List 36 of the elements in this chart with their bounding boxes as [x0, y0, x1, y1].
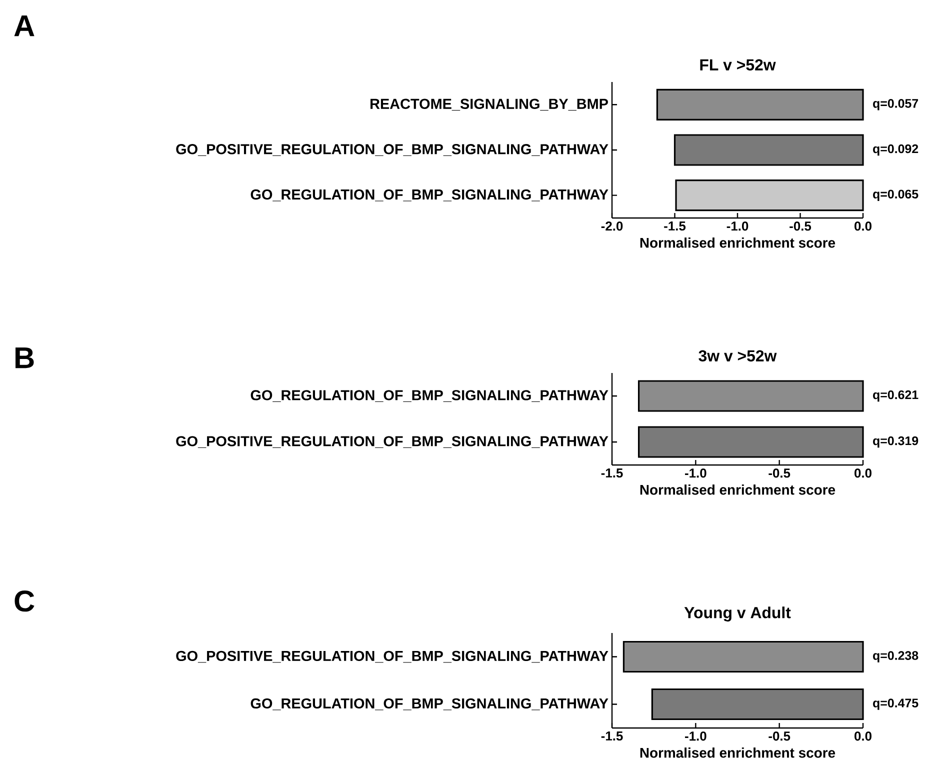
text: B: [16, 348, 34, 368]
chart-title: FL v >52w: [700, 59, 776, 70]
x-tick-label: 0.0: [854, 222, 872, 231]
x-tick-label: -1.0: [685, 468, 706, 478]
text: q=0.057: [873, 99, 918, 110]
y-tick-label: GO_REGULATION_OF_BMP_SIGNALING_PATHWAY: [250, 698, 608, 710]
chart-title: Young v Adult: [684, 606, 791, 622]
text: q=0.319: [873, 436, 918, 448]
text: A: [14, 16, 34, 36]
y-tick-label: GO_POSITIVE_REGULATION_OF_BMP_SIGNALING_PATHWAY: [176, 650, 608, 663]
y-tick-label: REACTOME_SIGNALING_BY_BMP: [370, 98, 608, 111]
y-tick-label: GO_POSITIVE_REGULATION_OF_BMP_SIGNALING_PATHWAY: [176, 436, 608, 448]
text: q=0.092: [873, 144, 918, 156]
x-axis-title: Normalised enrichment score: [640, 748, 836, 758]
y-tick-label: GO_POSITIVE_REGULATION_OF_BMP_SIGNALING_PATHWAY: [176, 144, 608, 156]
x-tick-label: -0.5: [790, 222, 812, 231]
x-tick-label: -0.5: [768, 468, 790, 478]
x-tick-label: 0.0: [854, 732, 872, 741]
y-tick-label: GO_REGULATION_OF_BMP_SIGNALING_PATHWAY: [250, 189, 608, 202]
x-tick-label: -1.0: [685, 732, 706, 741]
text: q=0.475: [873, 698, 918, 710]
x-axis-title: Normalised enrichment score: [640, 238, 836, 248]
x-axis-title: Normalised enrichment score: [640, 484, 836, 495]
y-tick-label: GO_REGULATION_OF_BMP_SIGNALING_PATHWAY: [250, 390, 608, 402]
chart-title: 3w v >52w: [698, 350, 777, 362]
x-tick-label: -1.5: [601, 468, 623, 478]
text: q=0.621: [873, 390, 918, 402]
text: q=0.065: [873, 190, 918, 201]
x-tick-label: -0.5: [768, 732, 790, 741]
text: q=0.238: [873, 651, 918, 662]
x-tick-label: -1.0: [726, 222, 748, 231]
x-tick-label: -1.5: [601, 732, 623, 741]
x-tick-label: 0.0: [854, 468, 872, 478]
x-tick-label: -1.5: [664, 222, 686, 231]
x-tick-label: -2.0: [601, 222, 623, 231]
text: C: [14, 590, 34, 612]
